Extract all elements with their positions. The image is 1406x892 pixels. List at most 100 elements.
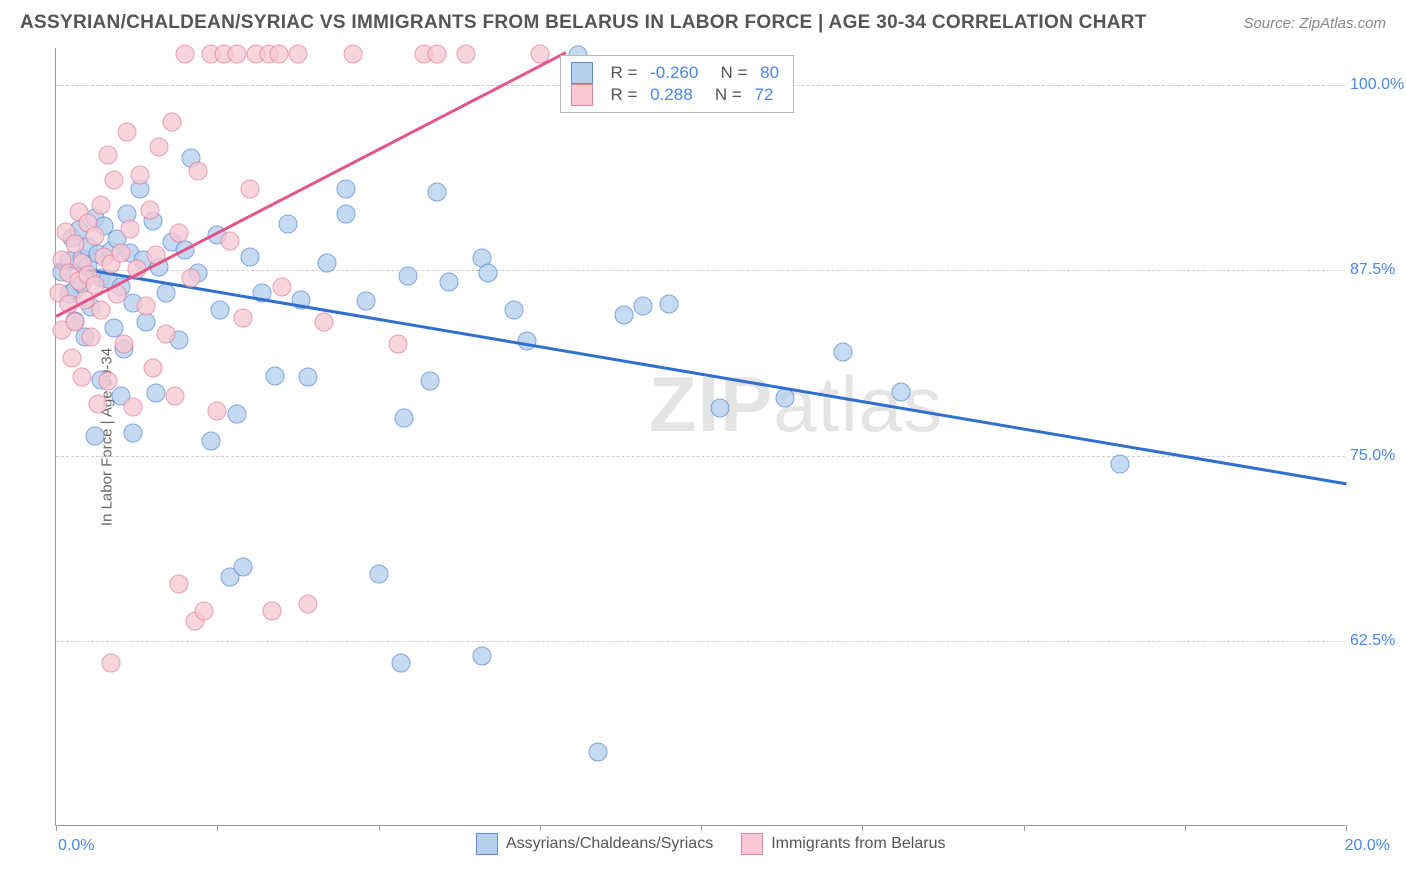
scatter-point-acs bbox=[392, 653, 411, 672]
scatter-point-belarus bbox=[101, 653, 120, 672]
scatter-point-belarus bbox=[188, 161, 207, 180]
scatter-point-acs bbox=[588, 742, 607, 761]
scatter-point-acs bbox=[337, 204, 356, 223]
scatter-point-belarus bbox=[88, 394, 107, 413]
x-tick-mark bbox=[1024, 825, 1025, 831]
scatter-point-acs bbox=[124, 424, 143, 443]
scatter-point-belarus bbox=[169, 575, 188, 594]
gridline-horizontal bbox=[56, 270, 1345, 271]
source-attribution: Source: ZipAtlas.com bbox=[1243, 15, 1386, 32]
legend-swatch-icon bbox=[571, 62, 593, 84]
scatter-point-acs bbox=[395, 409, 414, 428]
legend-bottom: Assyrians/Chaldeans/SyriacsImmigrants fr… bbox=[476, 833, 945, 855]
corr-legend-row-belarus: R = 0.288 N = 72 bbox=[571, 84, 779, 106]
y-tick-label: 100.0% bbox=[1350, 76, 1405, 94]
watermark-rest: atlas bbox=[773, 360, 943, 448]
scatter-point-belarus bbox=[85, 227, 104, 246]
scatter-point-belarus bbox=[288, 44, 307, 63]
scatter-point-acs bbox=[479, 264, 498, 283]
scatter-point-belarus bbox=[272, 277, 291, 296]
scatter-point-belarus bbox=[343, 44, 362, 63]
scatter-point-acs bbox=[1111, 455, 1130, 474]
scatter-point-belarus bbox=[163, 113, 182, 132]
scatter-point-belarus bbox=[92, 196, 111, 215]
x-tick-mark bbox=[56, 825, 57, 831]
scatter-point-acs bbox=[211, 301, 230, 320]
scatter-point-belarus bbox=[117, 123, 136, 142]
scatter-point-belarus bbox=[105, 170, 124, 189]
corr-n-label: N = bbox=[706, 63, 752, 83]
scatter-point-belarus bbox=[114, 335, 133, 354]
scatter-point-belarus bbox=[137, 296, 156, 315]
x-tick-mark bbox=[379, 825, 380, 831]
scatter-point-acs bbox=[891, 382, 910, 401]
scatter-point-acs bbox=[711, 399, 730, 418]
scatter-point-belarus bbox=[227, 44, 246, 63]
x-tick-mark bbox=[540, 825, 541, 831]
scatter-point-belarus bbox=[111, 243, 130, 262]
scatter-point-belarus bbox=[169, 224, 188, 243]
scatter-point-acs bbox=[440, 273, 459, 292]
x-tick-mark bbox=[1185, 825, 1186, 831]
scatter-point-belarus bbox=[263, 602, 282, 621]
scatter-point-belarus bbox=[92, 301, 111, 320]
scatter-point-belarus bbox=[166, 387, 185, 406]
gridline-horizontal bbox=[56, 456, 1345, 457]
scatter-point-acs bbox=[614, 305, 633, 324]
scatter-point-acs bbox=[298, 367, 317, 386]
scatter-point-acs bbox=[279, 215, 298, 234]
scatter-point-acs bbox=[234, 557, 253, 576]
chart-title: ASSYRIAN/CHALDEAN/SYRIAC VS IMMIGRANTS F… bbox=[20, 12, 1147, 34]
y-tick-label: 87.5% bbox=[1350, 261, 1405, 279]
corr-r-value: -0.260 bbox=[650, 63, 698, 83]
scatter-point-acs bbox=[201, 431, 220, 450]
corr-legend-row-acs: R = -0.260 N = 80 bbox=[571, 62, 779, 84]
scatter-point-belarus bbox=[314, 313, 333, 332]
title-bar: ASSYRIAN/CHALDEAN/SYRIAC VS IMMIGRANTS F… bbox=[20, 12, 1386, 34]
x-tick-mark bbox=[862, 825, 863, 831]
scatter-point-acs bbox=[337, 179, 356, 198]
legend-label: Immigrants from Belarus bbox=[771, 835, 945, 853]
scatter-point-belarus bbox=[150, 138, 169, 157]
scatter-point-acs bbox=[156, 283, 175, 302]
scatter-point-acs bbox=[421, 372, 440, 391]
x-tick-mark bbox=[701, 825, 702, 831]
plot-area: In Labor Force | Age 30-34 ZIPatlas 0.0%… bbox=[55, 48, 1345, 826]
corr-r-label: R = bbox=[601, 85, 642, 105]
scatter-point-belarus bbox=[182, 268, 201, 287]
scatter-point-belarus bbox=[427, 44, 446, 63]
scatter-point-belarus bbox=[176, 44, 195, 63]
scatter-point-acs bbox=[369, 565, 388, 584]
legend-swatch-icon bbox=[741, 833, 763, 855]
scatter-point-belarus bbox=[140, 200, 159, 219]
trendline-acs bbox=[56, 263, 1346, 485]
scatter-point-acs bbox=[317, 253, 336, 272]
y-tick-label: 62.5% bbox=[1350, 632, 1405, 650]
scatter-point-acs bbox=[85, 427, 104, 446]
scatter-point-belarus bbox=[63, 348, 82, 367]
legend-item-belarus: Immigrants from Belarus bbox=[741, 833, 945, 855]
scatter-point-belarus bbox=[388, 335, 407, 354]
scatter-point-acs bbox=[633, 296, 652, 315]
y-tick-label: 75.0% bbox=[1350, 447, 1405, 465]
scatter-point-acs bbox=[504, 301, 523, 320]
scatter-point-belarus bbox=[298, 594, 317, 613]
scatter-point-acs bbox=[240, 247, 259, 266]
scatter-point-acs bbox=[146, 384, 165, 403]
scatter-point-belarus bbox=[269, 44, 288, 63]
correlation-legend: R = -0.260 N = 80 R = 0.288 N = 72 bbox=[560, 55, 794, 113]
scatter-point-acs bbox=[427, 182, 446, 201]
scatter-point-belarus bbox=[234, 308, 253, 327]
scatter-point-acs bbox=[398, 267, 417, 286]
scatter-point-acs bbox=[833, 342, 852, 361]
scatter-point-acs bbox=[472, 646, 491, 665]
x-axis-min-label: 0.0% bbox=[58, 837, 94, 855]
scatter-point-belarus bbox=[98, 372, 117, 391]
scatter-point-acs bbox=[227, 405, 246, 424]
scatter-point-belarus bbox=[143, 359, 162, 378]
scatter-point-acs bbox=[356, 292, 375, 311]
scatter-point-belarus bbox=[72, 367, 91, 386]
scatter-point-belarus bbox=[240, 179, 259, 198]
x-tick-mark bbox=[1346, 825, 1347, 831]
scatter-point-belarus bbox=[208, 402, 227, 421]
